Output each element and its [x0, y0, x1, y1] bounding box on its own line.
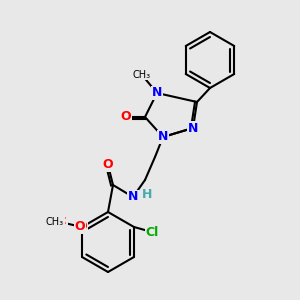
Text: O: O — [103, 158, 113, 172]
Text: N: N — [152, 86, 162, 100]
Text: OC: OC — [53, 218, 67, 226]
Text: O: O — [77, 220, 87, 233]
Text: CH₃: CH₃ — [133, 70, 151, 80]
Text: N: N — [188, 122, 198, 134]
Text: N: N — [158, 130, 168, 143]
Text: CH₃: CH₃ — [46, 217, 64, 227]
Text: H: H — [142, 188, 152, 202]
Text: O: O — [75, 220, 85, 233]
Text: Cl: Cl — [146, 226, 159, 238]
Text: O: O — [121, 110, 131, 124]
Text: N: N — [128, 190, 138, 203]
